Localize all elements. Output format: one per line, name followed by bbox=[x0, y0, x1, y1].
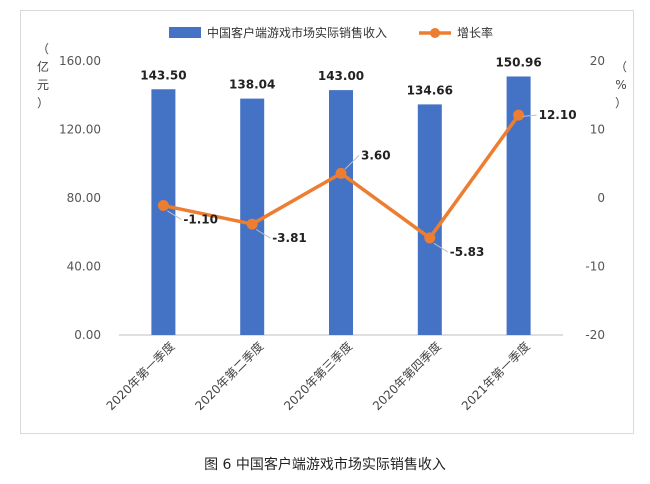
y-right-tick-label: 10 bbox=[590, 123, 605, 137]
data-label-leader bbox=[522, 114, 537, 117]
y-right-tick-label: -10 bbox=[585, 260, 605, 274]
data-label-leader bbox=[167, 210, 182, 220]
bar-data-label: 143.00 bbox=[318, 69, 364, 83]
bar-data-label: 138.04 bbox=[229, 78, 275, 92]
y-left-axis-label: （ bbox=[37, 42, 49, 56]
y-right-tick-label: -20 bbox=[585, 328, 605, 342]
y-right-axis-label: ） bbox=[615, 96, 627, 110]
growth-rate-point bbox=[424, 232, 436, 244]
bar bbox=[506, 76, 531, 335]
figure-caption: 图 6 中国客户端游戏市场实际销售收入 bbox=[204, 457, 446, 473]
growth-rate-point bbox=[246, 218, 258, 230]
bar bbox=[151, 89, 176, 335]
bar-data-label: 150.96 bbox=[495, 55, 541, 69]
bar-data-label: 143.50 bbox=[140, 68, 186, 82]
y-left-tick-label: 120.00 bbox=[59, 123, 101, 137]
x-tick-label: 2021年第一季度 bbox=[458, 339, 533, 414]
combo-chart: 0.00 40.00 80.00 120.00 160.00 -20 -10 0 10 20 （ 亿元… bbox=[37, 25, 627, 414]
x-tick-label: 2020年第三季度 bbox=[280, 339, 355, 414]
legend-line-label: 增长率 bbox=[457, 25, 493, 40]
bar bbox=[417, 104, 442, 336]
line-data-label: -3.81 bbox=[272, 231, 307, 245]
y-right-axis-label: % bbox=[615, 78, 626, 92]
bar bbox=[329, 90, 353, 335]
x-tick-label: 2020年第一季度 bbox=[103, 339, 178, 414]
y-left-tick-label: 0.00 bbox=[74, 328, 101, 342]
growth-rate-point bbox=[157, 200, 169, 212]
line-data-label: -1.10 bbox=[183, 213, 218, 227]
y-left-axis-label: ） bbox=[37, 96, 49, 110]
bar bbox=[240, 98, 265, 335]
x-tick-label: 2020年第四季度 bbox=[369, 339, 444, 414]
data-label-leader bbox=[255, 229, 271, 239]
y-left-tick-label: 40.00 bbox=[67, 260, 101, 274]
data-label-leader bbox=[344, 154, 360, 170]
line-data-label: -5.83 bbox=[450, 245, 485, 259]
y-right-axis-label: （ bbox=[615, 60, 627, 74]
chart-frame: 0.00 40.00 80.00 120.00 160.00 -20 -10 0 10 20 （ 亿元… bbox=[20, 10, 634, 434]
legend-line-marker bbox=[430, 28, 440, 38]
data-label-leader bbox=[433, 242, 449, 253]
y-right-tick-label: 0 bbox=[597, 191, 605, 205]
bar-data-label: 134.66 bbox=[407, 83, 453, 97]
y-left-tick-label: 160.00 bbox=[59, 54, 101, 68]
x-tick-label: 2020年第二季度 bbox=[192, 339, 267, 414]
line-data-label: 12.10 bbox=[539, 108, 577, 122]
y-left-axis-label: 亿 bbox=[37, 59, 49, 74]
y-left-tick-label: 80.00 bbox=[67, 191, 101, 205]
line-data-label: 3.60 bbox=[361, 148, 391, 162]
y-left-axis-label: 元 bbox=[37, 78, 49, 92]
legend-bar-label: 中国客户端游戏市场实际销售收入 bbox=[207, 25, 387, 40]
legend-bar-swatch bbox=[169, 27, 201, 38]
growth-rate-point bbox=[513, 109, 525, 121]
y-right-tick-label: 20 bbox=[590, 54, 605, 68]
growth-rate-point bbox=[335, 167, 347, 179]
